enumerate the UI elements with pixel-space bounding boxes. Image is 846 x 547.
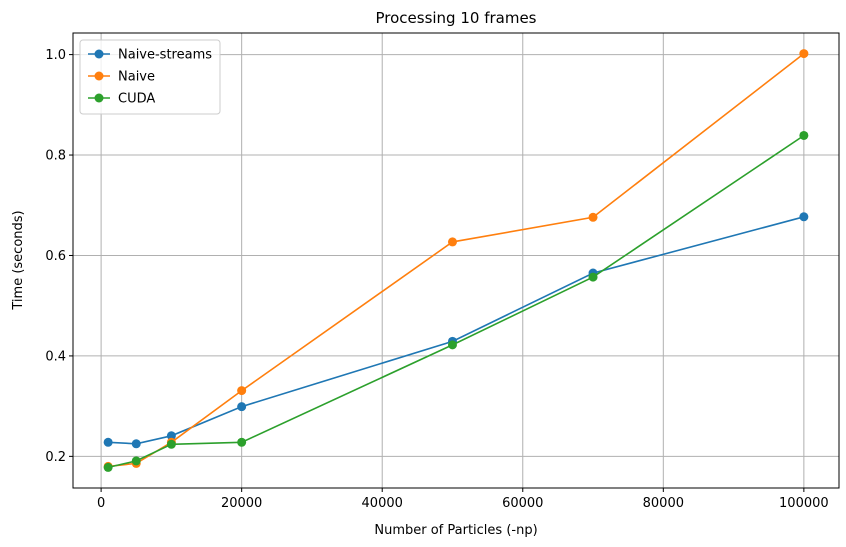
legend-item-naive-streams: Naive-streams	[88, 48, 212, 63]
data-point-naive-streams	[166, 431, 176, 441]
legend-marker	[94, 93, 104, 103]
x-tick-label: 20000	[221, 496, 262, 511]
series-cuda	[103, 130, 809, 472]
series-line-naive-streams	[108, 216, 805, 445]
legend-box	[79, 39, 221, 115]
y-tick-label: 0.2	[45, 450, 66, 465]
data-point-naive-streams	[131, 439, 141, 449]
plot-area-frame	[72, 32, 840, 489]
x-tick-label: 80000	[643, 496, 684, 511]
series-line-naive	[108, 52, 805, 468]
axis-ticks: 0 20000 40000 60000 80000 100000 0.2 0.4 0.6 0.8 1…	[45, 48, 828, 511]
y-axis-label: Time (seconds)	[11, 210, 26, 310]
x-axis-label: Number of Particles (-np)	[374, 523, 537, 538]
data-point-naive	[588, 212, 598, 222]
x-tick-label: 0	[97, 496, 105, 511]
series-lines	[103, 49, 809, 472]
data-point-cuda	[131, 456, 141, 466]
legend-label: CUDA	[118, 92, 155, 107]
series-naive-streams	[103, 212, 809, 449]
data-point-cuda	[103, 462, 113, 472]
data-point-cuda	[166, 439, 176, 449]
data-point-cuda	[588, 272, 598, 282]
legend-item-naive: Naive	[88, 70, 155, 85]
data-point-naive-streams	[237, 402, 247, 412]
y-tick-label: 1.0	[45, 48, 66, 63]
data-point-naive	[447, 237, 457, 247]
legend-marker	[94, 71, 104, 81]
x-tick-label: 60000	[502, 496, 543, 511]
chart-title: Processing 10 frames	[375, 9, 536, 27]
legend-label: Naive-streams	[118, 48, 212, 63]
y-tick-label: 0.8	[45, 149, 66, 164]
legend-item-cuda: CUDA	[88, 92, 155, 107]
legend-marker	[94, 49, 104, 59]
x-tick-label: 100000	[779, 496, 829, 511]
series-line-cuda	[107, 134, 805, 469]
legend-label: Naive	[118, 70, 155, 85]
x-tick-label: 40000	[362, 496, 403, 511]
data-point-naive	[799, 49, 809, 59]
data-point-naive	[237, 386, 247, 396]
data-point-naive-streams	[103, 437, 113, 447]
data-point-cuda	[447, 340, 457, 350]
y-tick-label: 0.6	[45, 249, 66, 264]
data-point-cuda	[237, 437, 247, 447]
data-point-naive-streams	[799, 212, 809, 222]
data-point-cuda	[799, 130, 809, 140]
legend: Naive-streams Naive CUDA	[79, 39, 221, 115]
y-tick-label: 0.4	[45, 349, 66, 364]
